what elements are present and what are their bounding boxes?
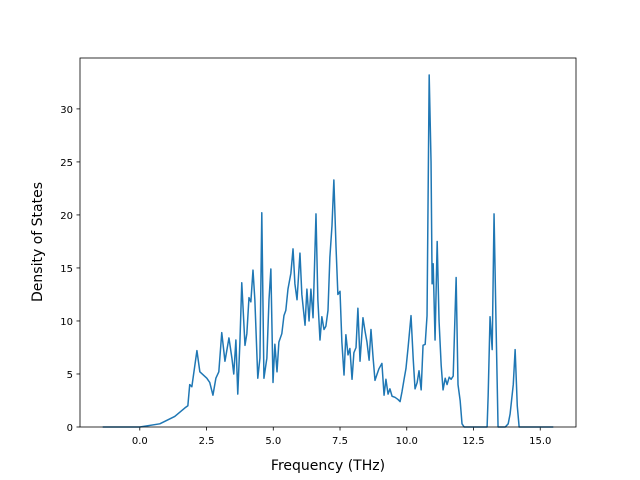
- axes-frame: [79, 57, 577, 428]
- y-tick-label: 30: [60, 105, 73, 116]
- y-tick-label: 0: [67, 423, 73, 434]
- y-tick-label: 20: [60, 211, 73, 222]
- x-tick-label: 5.0: [265, 436, 281, 447]
- x-tick-label: 0.0: [132, 436, 148, 447]
- y-tick-label: 15: [60, 264, 73, 275]
- x-tick-label: 12.5: [462, 436, 484, 447]
- x-tick-label: 10.0: [396, 436, 418, 447]
- x-axis-label: Frequency (THz): [271, 458, 385, 474]
- x-tick-label: 7.5: [332, 436, 348, 447]
- y-tick-label: 25: [60, 158, 73, 169]
- x-tick-label: 15.0: [529, 436, 551, 447]
- data-line: [102, 74, 554, 428]
- x-tick-label: 2.5: [199, 436, 215, 447]
- y-tick-label: 5: [67, 370, 73, 381]
- y-axis-label: Density of States: [30, 182, 46, 302]
- y-tick-label: 10: [60, 317, 73, 328]
